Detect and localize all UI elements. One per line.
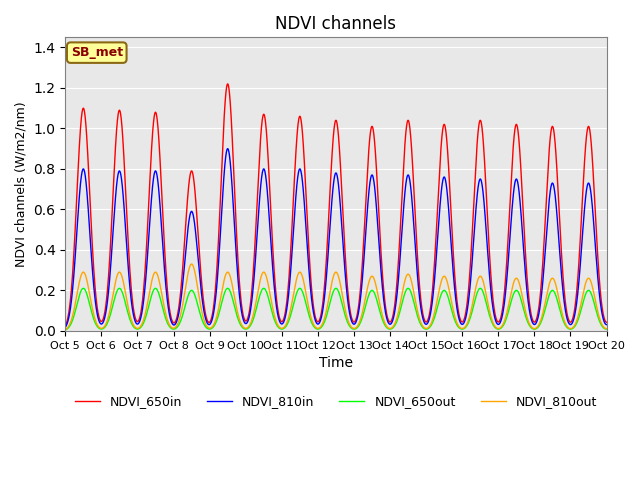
NDVI_650out (553, 295, 561, 301)
NDVI_650in (603, 319, 611, 325)
NDVI_810in (574, 289, 582, 295)
Text: SB_met: SB_met (70, 46, 123, 59)
NDVI_810out (400, 281, 408, 287)
NDVI_810out (550, 277, 558, 283)
NDVI_650out (400, 293, 408, 299)
NDVI_810out (61, 327, 69, 333)
NDVI_650out (126, 317, 134, 323)
Y-axis label: NDVI channels (W/m2/nm): NDVI channels (W/m2/nm) (15, 101, 28, 267)
NDVI_650out (574, 317, 582, 323)
NDVI_810in (269, 265, 276, 271)
NDVI_650out (269, 312, 276, 317)
NDVI_810in (400, 199, 408, 205)
NDVI_650out (61, 327, 69, 333)
X-axis label: Time: Time (319, 356, 353, 370)
NDVI_650out (603, 326, 611, 332)
NDVI_810out (188, 261, 195, 267)
NDVI_810in (553, 208, 561, 214)
NDVI_810out (603, 326, 611, 332)
Line: NDVI_810out: NDVI_810out (65, 264, 607, 330)
Line: NDVI_810in: NDVI_810in (65, 149, 607, 327)
NDVI_650in (224, 81, 232, 87)
NDVI_810out (553, 285, 561, 291)
NDVI_650in (269, 244, 276, 250)
NDVI_810out (574, 314, 582, 320)
NDVI_810in (61, 324, 69, 330)
Line: NDVI_650in: NDVI_650in (65, 84, 607, 326)
NDVI_650out (550, 289, 558, 295)
NDVI_810in (126, 286, 134, 291)
NDVI_650in (400, 154, 408, 160)
Legend: NDVI_650in, NDVI_810in, NDVI_650out, NDVI_810out: NDVI_650in, NDVI_810in, NDVI_650out, NDV… (70, 390, 602, 413)
NDVI_650in (126, 270, 134, 276)
NDVI_650in (574, 274, 582, 279)
NDVI_650in (550, 130, 558, 136)
NDVI_810in (224, 146, 232, 152)
NDVI_650in (61, 323, 69, 329)
NDVI_810in (603, 322, 611, 327)
NDVI_810out (126, 312, 134, 318)
NDVI_810out (269, 305, 276, 311)
NDVI_810in (550, 185, 558, 191)
NDVI_650out (79, 286, 87, 291)
NDVI_650in (553, 162, 561, 168)
Title: NDVI channels: NDVI channels (275, 15, 396, 33)
Line: NDVI_650out: NDVI_650out (65, 288, 607, 330)
